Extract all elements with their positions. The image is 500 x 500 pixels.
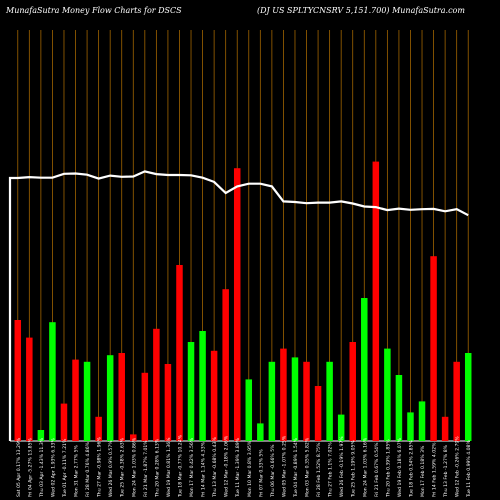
x-tick-label: Fri 04 Apr -5.27% 13.85% (27, 437, 33, 497)
x-tick-label: Fri 07 Mar 0.33% 5% (258, 449, 264, 497)
chart-title-left: MunafaSutra Money Flow Charts for DSCS (6, 6, 182, 15)
money-flow-bar (314, 386, 322, 441)
money-flow-bar (72, 359, 79, 441)
money-flow-bar (83, 361, 91, 441)
money-flow-bar (153, 328, 160, 441)
x-tick-label: Fri 28 Feb 1.52% 8.75% (316, 442, 322, 497)
money-flow-bar (245, 379, 253, 441)
money-flow-bar (49, 322, 56, 441)
money-flow-bar (372, 161, 380, 441)
x-tick-label: Mon 24 Mar 1.03% 6.16% (362, 437, 368, 497)
bar-series (14, 161, 472, 441)
money-flow-bar (60, 403, 68, 441)
money-flow-bar (176, 265, 183, 441)
x-tick-label: Mon 10 Mar 0.8% 3.95% (247, 440, 253, 497)
x-tick-label: Tue 25 Feb 1.19% 9.05% (351, 440, 357, 498)
x-tick-label: Wed 19 Feb 0.18% 6.07% (397, 437, 403, 497)
x-tick-label: Thu 13 Mar -0.68% 0.43% (212, 437, 218, 498)
x-tick-labels: Sat 05 Apr 0.17% 13.29% Fri 04 Apr -5.27%… (16, 434, 472, 498)
x-tick-label: Tue 11 Feb 0.99% 4.08% (466, 440, 472, 498)
money-flow-bar (430, 256, 437, 441)
x-tick-label: Fri 28 Mar 0.76% 4.86% (85, 441, 91, 497)
money-flow-bar (303, 361, 310, 441)
x-tick-label: Tue 18 Mar -0.77% 10.24% (177, 434, 183, 498)
money-flow-bar (95, 416, 102, 441)
money-flow-bar (37, 430, 45, 441)
x-tick-label: Sat 05 Apr 0.17% 13.29% (16, 437, 22, 497)
money-flow-bar (118, 353, 125, 441)
x-tick-label: Tue 01 Apr -0.11% 7.21% (62, 438, 68, 498)
x-tick-label: Thu 03 Apr -1.43% 11.3% (39, 437, 45, 498)
money-flow-bar (210, 350, 218, 441)
money-flow-bar (464, 353, 472, 441)
money-flow-bar (291, 357, 299, 441)
money-flow-bar (326, 361, 333, 441)
x-tick-label: Thu 27 Mar -0.98% 1.96% (97, 437, 103, 498)
x-tick-label: Tue 11 Mar -1.39% 3.89% (235, 437, 241, 498)
money-flow-bar (106, 355, 114, 441)
money-flow-bar (257, 423, 264, 441)
x-tick-label: Fri 14 Mar 1.14% 4.33% (201, 441, 207, 497)
money-flow-bar (418, 401, 426, 441)
x-tick-label: Mon 17 Mar 0.42% 3.56% (189, 437, 195, 497)
money-flow-bar (349, 342, 356, 441)
money-flow-bar (395, 375, 403, 441)
x-tick-label: Fri 14 Feb 1.59% 4.02% (432, 442, 438, 497)
x-tick-label: Thu 27 Feb 1.1% 7.02% (328, 442, 334, 498)
x-tick-label: Tue 04 Mar -0.89% 1.54% (293, 437, 299, 498)
money-flow-bar (141, 372, 149, 441)
money-flow-bar (407, 412, 414, 441)
money-flow-bar (222, 289, 229, 441)
money-flow-bar (187, 342, 195, 441)
x-tick-label: Mon 24 Mar 1.03% 0.86% (131, 437, 137, 497)
chart-title-right: (DJ US SPLTYCNSRV 5,151.700) MunafaSutra… (257, 6, 465, 15)
x-tick-label: Fri 21 Mar -1.87% 7.01% (143, 440, 149, 497)
money-flow-bar (199, 331, 206, 441)
x-tick-label: Thu 20 Mar 0.28% 6.13% (154, 438, 160, 498)
x-tick-label: Thu 06 Mar -0.66% 5% (270, 444, 276, 498)
price-line-series (8, 170, 469, 441)
x-tick-label: Tue 18 Feb 0.54% 2.85% (408, 440, 414, 498)
x-tick-label: Wed 02 Apr 1.93% 6.33% (50, 438, 56, 497)
money-flow-bar (14, 320, 22, 441)
money-flow-bar (384, 348, 391, 441)
x-tick-label: Mon 31 Mar 2.77% 5% (74, 444, 80, 497)
money-flow-bar (268, 361, 276, 441)
x-tick-label: Mon 03 Mar 0.35% 5.82% (305, 437, 311, 497)
money-flow-bar (164, 364, 172, 441)
money-flow-bar (233, 168, 241, 441)
x-tick-label: Thu 13 Feb -1.27% 8% (443, 444, 449, 498)
price-line (8, 170, 469, 441)
x-tick-label: Wed 12 Mar -0.18% 2.06% (224, 435, 230, 497)
money-flow-bar (26, 337, 33, 441)
x-tick-label: Wed 05 Mar -1.07% 0.25% (281, 435, 287, 497)
money-flow-bar (280, 348, 287, 441)
money-flow-bar (130, 434, 137, 441)
x-tick-label: Wed 19 Mar 0.81% 1.36% (166, 437, 172, 497)
x-tick-label: Wed 26 Feb -0.19% 1.97% (339, 436, 345, 497)
x-tick-label: Wed 26 Mar 0.9% 0.57% (108, 440, 114, 497)
money-flow-bar (361, 298, 368, 441)
x-tick-label: Tue 25 Mar -0.38% 2.63% (120, 437, 126, 498)
x-tick-label: Fri 21 Feb 0.67% 0.54% (374, 442, 380, 497)
x-tick-label: Mon 17 Feb 0.18% 3% (420, 445, 426, 497)
x-tick-label: Wed 12 Feb -0.26% 2.79% (455, 436, 461, 497)
x-tick-label: Thu 20 Feb 0.39% 1.85% (385, 439, 391, 498)
money-flow-bar (441, 416, 449, 441)
money-flow-bar (453, 361, 460, 441)
money-flow-bar (337, 414, 345, 441)
